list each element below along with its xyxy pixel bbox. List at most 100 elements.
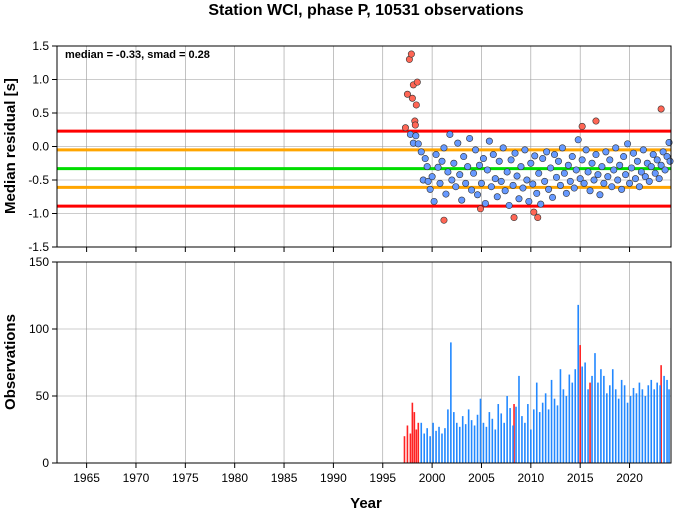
observation-bar — [591, 375, 593, 463]
residual-panel: -1.5 -1.0 -0.5 0.0 0.5 1.0 1.5 median = -0.33,… — [2, 39, 674, 254]
observation-bar — [411, 402, 414, 463]
residual-point — [412, 132, 420, 140]
residual-point — [659, 148, 667, 156]
x-tick-label: 1975 — [172, 471, 199, 485]
residual-point — [485, 137, 493, 145]
observation-bar — [521, 416, 523, 463]
residual-point — [580, 179, 588, 187]
residual-point — [604, 173, 612, 181]
residual-point — [558, 144, 566, 152]
observation-bar — [594, 353, 596, 463]
observation-bar — [485, 426, 488, 463]
residual-point — [647, 163, 655, 171]
observation-bar — [556, 405, 559, 463]
residual-point — [572, 166, 580, 174]
observation-bar — [403, 436, 406, 463]
observation-bar — [544, 393, 547, 463]
observation-bar — [666, 379, 668, 463]
observation-bar — [506, 396, 508, 463]
x-tick-label: 1965 — [73, 471, 100, 485]
residual-point — [412, 101, 420, 109]
observations-plot-frame — [56, 261, 672, 464]
residual-point — [432, 151, 440, 159]
observation-bar — [532, 409, 535, 463]
observation-bar — [574, 369, 577, 463]
observation-bar — [668, 389, 670, 463]
observation-bar — [659, 385, 661, 463]
residual-point — [440, 216, 448, 224]
observation-bar — [660, 365, 662, 463]
residual-point — [651, 169, 659, 177]
residual-point — [444, 168, 452, 176]
residual-point — [517, 163, 525, 171]
observation-bar — [530, 429, 532, 463]
observation-bar — [406, 425, 409, 463]
residual-point — [637, 168, 645, 176]
residual-point — [545, 185, 553, 193]
residual-point — [401, 124, 409, 132]
residual-y-axis-label: Median residual [s] — [2, 78, 19, 214]
residual-point — [602, 148, 610, 156]
residual-point — [403, 90, 411, 98]
observation-bar — [653, 389, 656, 463]
residual-point — [487, 183, 495, 191]
residual-point — [566, 177, 574, 185]
residual-point — [657, 105, 665, 113]
residual-point — [633, 157, 641, 165]
residual-point — [436, 179, 444, 187]
observation-bar — [447, 409, 449, 463]
residual-point — [562, 189, 570, 197]
residual-point — [472, 146, 480, 154]
residual-point — [489, 151, 497, 159]
observation-bar — [608, 385, 611, 463]
residual-point — [479, 155, 487, 163]
residual-point — [657, 161, 665, 169]
x-tick-label: 1990 — [320, 471, 347, 485]
residual-point — [645, 177, 653, 185]
residual-point — [450, 159, 458, 167]
observations-y-tick-label: 100 — [29, 322, 49, 336]
observation-bar — [458, 426, 461, 463]
observation-bar — [656, 382, 658, 463]
observation-bar — [432, 422, 434, 463]
residual-point — [523, 176, 531, 184]
observation-bar — [597, 382, 599, 463]
observation-bar — [409, 433, 412, 463]
residual-point — [515, 195, 523, 203]
residual-point — [574, 136, 582, 144]
residual-point — [413, 78, 421, 86]
residual-point — [511, 149, 519, 157]
residual-point — [608, 183, 616, 191]
residual-point — [588, 159, 596, 167]
observation-bar — [635, 393, 638, 463]
residual-point — [626, 179, 634, 187]
residual-point — [458, 196, 466, 204]
observation-bar — [444, 428, 446, 463]
observation-bar — [584, 362, 586, 463]
observation-bar — [562, 389, 565, 463]
observation-bar — [587, 389, 589, 463]
residual-point — [578, 156, 586, 164]
residual-point — [606, 156, 614, 164]
observation-bar — [509, 408, 511, 463]
x-tick-label: 2015 — [567, 471, 594, 485]
residual-point — [529, 180, 537, 188]
observation-bar — [589, 382, 591, 463]
residual-point — [438, 157, 446, 165]
residual-point — [534, 214, 542, 222]
observation-bar — [629, 396, 632, 463]
residual-point — [610, 166, 618, 174]
observation-bar — [617, 398, 620, 463]
residual-point — [525, 197, 533, 205]
observation-bar — [632, 387, 635, 463]
residual-point — [430, 197, 438, 205]
residual-point — [628, 164, 636, 172]
residual-point — [596, 191, 604, 199]
residual-point — [564, 161, 572, 169]
median-smad-annotation: median = -0.33, smad = 0.28 — [65, 49, 210, 61]
residual-point — [434, 163, 442, 171]
residual-point — [616, 161, 624, 169]
observation-bar — [614, 389, 617, 463]
x-axis-label: Year — [350, 495, 382, 511]
residual-point — [614, 176, 622, 184]
